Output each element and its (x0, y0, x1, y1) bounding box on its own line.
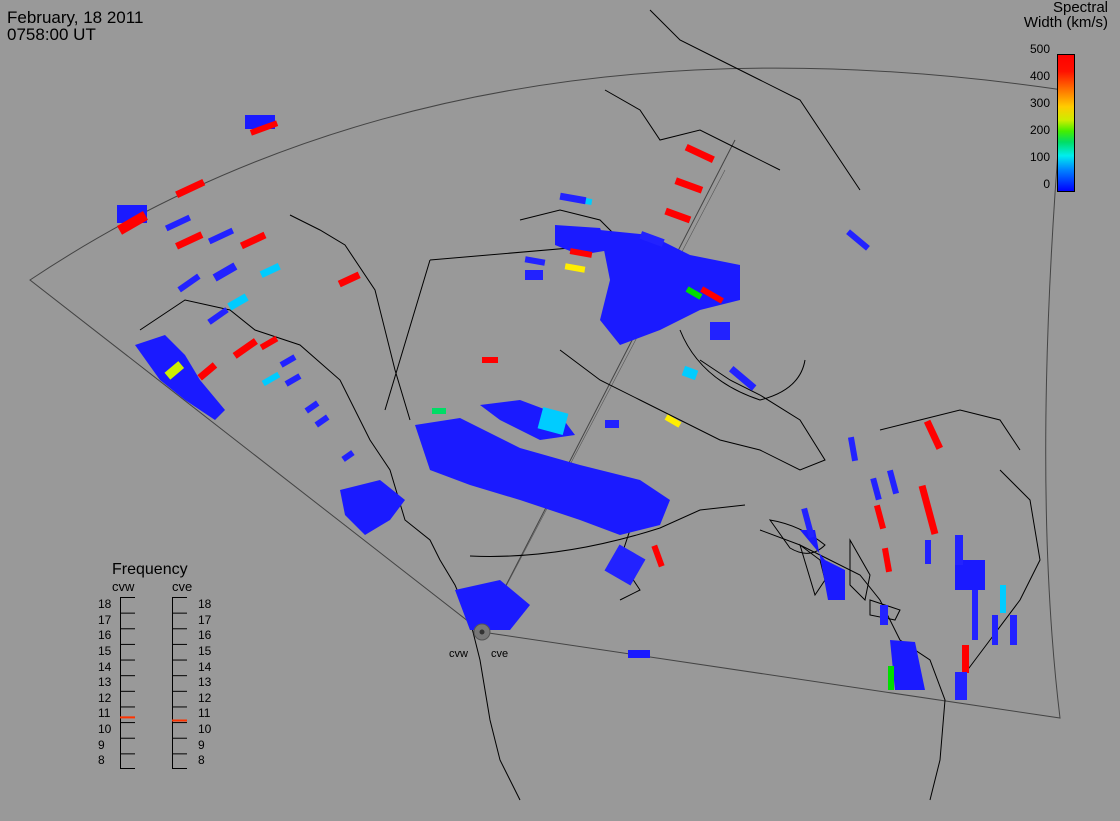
frequency-scale-label: 14 (198, 659, 212, 674)
radar-echoes (117, 115, 1017, 700)
date-label: February, 18 2011 (7, 8, 144, 27)
frequency-scale-label: 17 (98, 612, 112, 627)
frequency-scale-label: 13 (198, 675, 212, 690)
colorbar-tick: 200 (1029, 123, 1050, 137)
frequency-radar-label-cve: cve (172, 579, 193, 594)
frequency-scale-label: 8 (98, 753, 105, 768)
frequency-scale-label: 12 (98, 690, 112, 705)
colorbar-gradient (1057, 54, 1075, 192)
frequency-scale-label: 14 (98, 659, 112, 674)
colorbar-tick: 400 (1029, 69, 1050, 83)
colorbar-title: Spectral Width (km/s) (980, 0, 1120, 30)
frequency-scale-label: 18 (198, 597, 212, 611)
frequency-scale-label: 11 (198, 706, 211, 721)
frequency-scale-label: 11 (98, 706, 111, 721)
frequency-scale-label: 13 (98, 675, 112, 690)
frequency-scale-label: 16 (198, 628, 212, 643)
frequency-scale-label: 18 (98, 597, 112, 611)
frequency-scale-frame (120, 597, 135, 769)
colorbar-tick: 100 (1029, 150, 1050, 164)
time-label: 0758:00 UT (7, 25, 96, 44)
frequency-title: Frequency (112, 561, 188, 578)
radar-label-cve: cve (491, 648, 508, 660)
beam-boundary (481, 139, 736, 633)
frequency-scale-label: 10 (198, 722, 212, 737)
frequency-scale-cvw (120, 597, 135, 769)
frequency-scale-cve (172, 597, 187, 769)
colorbar-tick: 300 (1029, 96, 1050, 110)
colorbar-tick: 500 (1029, 42, 1050, 56)
frequency-scale-label: 15 (198, 643, 212, 658)
frequency-scale-label: 9 (98, 737, 105, 752)
coastlines (139, 9, 1041, 801)
radar-label-cvw: cvw (449, 648, 468, 660)
frequency-radar-label-cvw: cvw (112, 579, 135, 594)
frequency-scale-label: 12 (198, 690, 212, 705)
echo-band-west (415, 418, 670, 535)
frequency-scale-label: 17 (198, 612, 212, 627)
colorbar-tick: 0 (1043, 177, 1050, 191)
frequency-scale-label: 8 (198, 753, 205, 768)
frequency-scale-label: 9 (198, 737, 205, 752)
frequency-scale-label: 16 (98, 628, 112, 643)
fov-outline (29, 67, 1064, 719)
frequency-scale-frame (172, 597, 187, 769)
colorbar-title-line2: Width (km/s) (1023, 14, 1108, 31)
frequency-scale-label: 15 (98, 643, 112, 658)
colorbar-title-line1: Spectral (1052, 0, 1108, 16)
frequency-scale-label: 10 (98, 722, 112, 737)
timestamp-header: February, 18 2011 0758:00 UT (7, 9, 143, 43)
